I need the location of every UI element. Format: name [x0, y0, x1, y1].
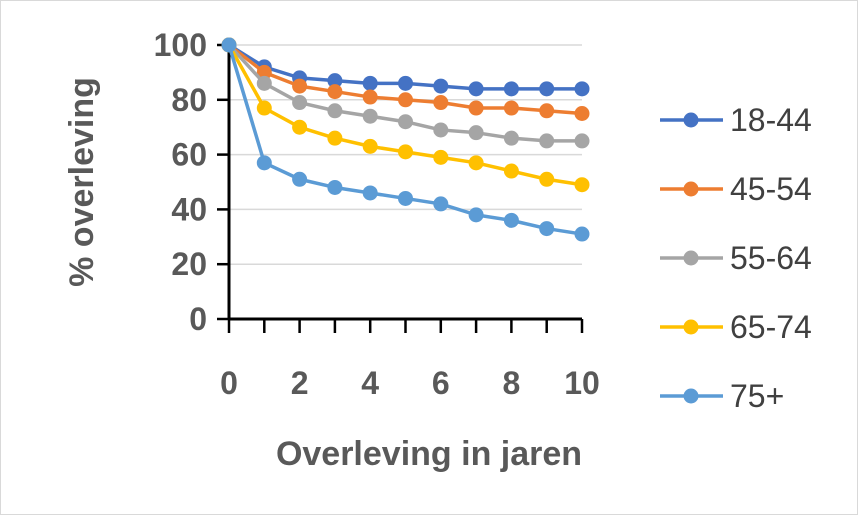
data-point-55-64-7	[468, 125, 484, 141]
x-tick-label-8: 8	[503, 365, 521, 401]
data-point-18-44-10	[574, 81, 590, 97]
data-point-75+-4	[362, 185, 378, 201]
data-point-65-74-1	[256, 100, 272, 116]
data-point-45-54-1	[256, 64, 272, 80]
y-tick-label-20: 20	[171, 246, 207, 282]
data-point-75+-7	[468, 207, 484, 223]
x-tick-label-6: 6	[432, 365, 450, 401]
data-point-45-54-3	[327, 84, 343, 100]
data-point-65-74-10	[574, 177, 590, 193]
data-point-65-74-8	[503, 163, 519, 179]
data-point-45-54-7	[468, 100, 484, 116]
data-point-18-44-7	[468, 81, 484, 97]
data-point-75+-8	[503, 212, 519, 228]
legend-label-18-44: 18-44	[730, 102, 812, 138]
legend-label-75+: 75+	[730, 378, 784, 414]
legend-label-45-54: 45-54	[730, 171, 812, 207]
data-point-65-74-6	[433, 149, 449, 165]
tick-labels: 0 20 40 60 80 100 0 2 4 6 8 10	[154, 27, 600, 401]
data-point-75+-6	[433, 196, 449, 212]
series-75+	[221, 37, 590, 242]
data-point-18-44-5	[398, 75, 413, 91]
legend-marker-75+	[683, 388, 699, 404]
x-tick-label-2: 2	[291, 365, 309, 401]
y-tick-label-100: 100	[154, 27, 207, 63]
data-point-55-64-10	[574, 133, 590, 149]
data-point-75+-5	[398, 190, 413, 206]
legend-marker-65-74	[683, 319, 699, 335]
legend-item-18-44: 18-44	[660, 102, 812, 138]
data-point-75+-9	[539, 221, 555, 237]
data-point-18-44-8	[503, 81, 519, 97]
axes	[217, 43, 584, 333]
data-point-65-74-4	[362, 138, 378, 154]
legend-item-55-64: 55-64	[660, 240, 812, 276]
data-point-45-54-10	[574, 106, 590, 121]
data-point-45-54-9	[539, 103, 555, 119]
data-point-65-74-9	[539, 171, 555, 187]
legend-item-65-74: 65-74	[660, 309, 812, 345]
data-point-45-54-5	[398, 92, 413, 108]
data-point-55-64-3	[327, 103, 343, 119]
data-point-55-64-1	[256, 75, 272, 91]
data-point-55-64-8	[503, 130, 519, 146]
legend: 18-44 45-54 55-64 65-74 75+	[660, 102, 812, 414]
data-point-18-44-3	[327, 73, 343, 89]
series-18-44	[221, 37, 590, 97]
y-axis-title: % overleving	[63, 77, 101, 287]
data-point-75+-0	[221, 37, 237, 53]
data-point-75+-3	[327, 179, 343, 195]
data-point-45-54-6	[433, 95, 449, 111]
x-axis-title: Overleving in jaren	[276, 435, 582, 473]
legend-label-55-64: 55-64	[730, 240, 812, 276]
data-point-55-64-5	[398, 114, 413, 130]
legend-item-75+: 75+	[660, 378, 784, 414]
legend-label-65-74: 65-74	[730, 309, 812, 345]
y-tick-label-60: 60	[171, 137, 207, 173]
data-point-75+-10	[574, 226, 590, 242]
legend-marker-18-44	[683, 112, 699, 128]
y-tick-label-0: 0	[189, 301, 207, 337]
data-point-55-64-4	[362, 108, 378, 124]
x-tick-label-10: 10	[564, 365, 600, 401]
data-point-55-64-6	[433, 122, 449, 138]
data-point-65-74-7	[468, 155, 484, 171]
data-point-55-64-2	[292, 95, 308, 111]
x-tick-label-0: 0	[220, 365, 238, 401]
data-point-75+-1	[256, 155, 272, 171]
legend-marker-55-64	[683, 250, 699, 266]
data-point-65-74-5	[398, 144, 413, 160]
series-group	[221, 37, 590, 242]
data-point-65-74-3	[327, 130, 343, 146]
data-point-75+-2	[292, 171, 308, 187]
y-tick-label-40: 40	[171, 191, 207, 227]
data-point-45-54-2	[292, 78, 308, 94]
series-55-64	[221, 37, 590, 149]
data-point-18-44-4	[362, 75, 378, 91]
legend-item-45-54: 45-54	[660, 171, 812, 207]
legend-marker-45-54	[683, 181, 699, 197]
data-point-65-74-2	[292, 119, 308, 135]
data-point-55-64-9	[539, 133, 555, 149]
x-tick-label-4: 4	[361, 365, 379, 401]
data-point-45-54-4	[362, 89, 378, 105]
data-point-45-54-8	[503, 100, 519, 116]
data-point-18-44-9	[539, 81, 555, 97]
y-tick-label-80: 80	[171, 82, 207, 118]
data-point-18-44-6	[433, 78, 449, 94]
